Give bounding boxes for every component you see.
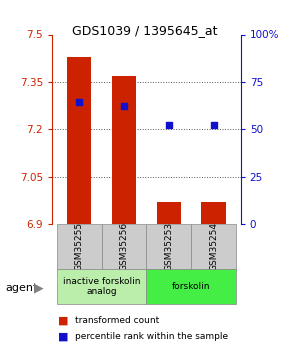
FancyBboxPatch shape (57, 269, 146, 304)
Text: GDS1039 / 1395645_at: GDS1039 / 1395645_at (72, 24, 218, 37)
Bar (112, 76, 136, 224)
Text: percentile rank within the sample: percentile rank within the sample (75, 332, 229, 341)
Text: GSM35253: GSM35253 (164, 222, 173, 271)
Bar (202, 202, 226, 224)
Bar (67, 57, 91, 224)
Text: GSM35255: GSM35255 (75, 222, 84, 271)
Point (166, 122, 171, 127)
FancyBboxPatch shape (146, 269, 236, 304)
Text: agent: agent (6, 283, 38, 293)
Text: GSM35254: GSM35254 (209, 222, 218, 271)
Point (122, 103, 126, 108)
FancyBboxPatch shape (57, 224, 102, 269)
Text: inactive forskolin
analog: inactive forskolin analog (63, 277, 140, 296)
Text: ■: ■ (58, 332, 68, 341)
FancyBboxPatch shape (102, 224, 146, 269)
Point (211, 122, 216, 127)
Text: transformed count: transformed count (75, 316, 160, 325)
Point (77, 100, 81, 105)
FancyBboxPatch shape (191, 224, 236, 269)
Text: ▶: ▶ (34, 282, 44, 295)
Bar (157, 202, 181, 224)
Text: forskolin: forskolin (172, 282, 211, 291)
FancyBboxPatch shape (146, 224, 191, 269)
Text: ■: ■ (58, 316, 68, 326)
Text: GSM35256: GSM35256 (119, 222, 128, 271)
